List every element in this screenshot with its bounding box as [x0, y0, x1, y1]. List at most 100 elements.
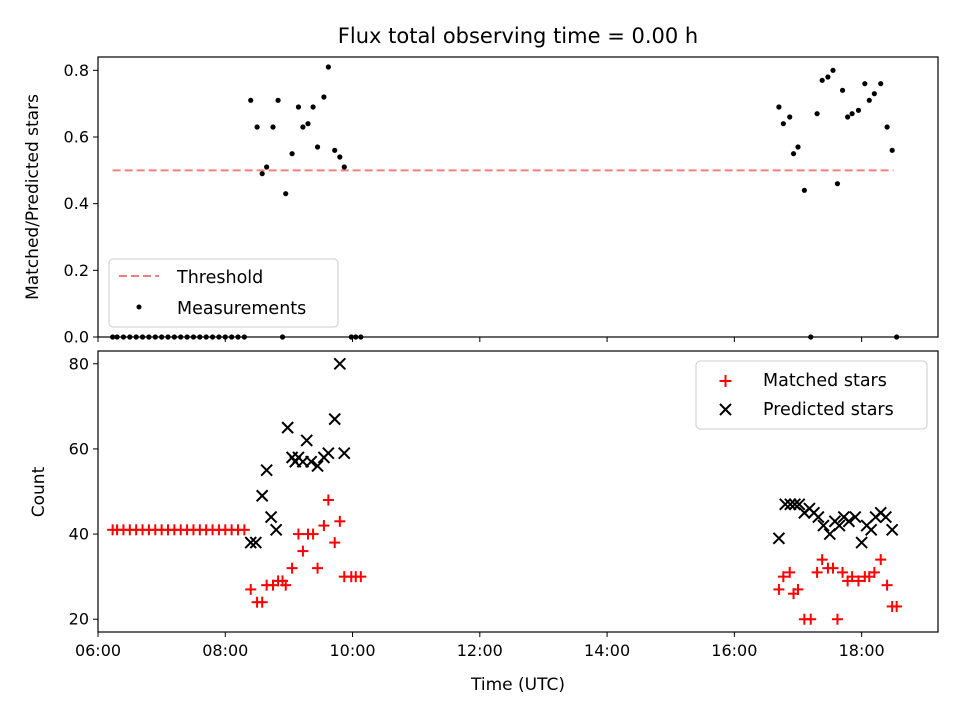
predicted-stars-point	[255, 489, 269, 502]
matched-stars-point	[280, 579, 292, 591]
measurement-point	[889, 147, 895, 153]
matched-stars-point	[852, 575, 864, 587]
top-y-tick-label: 0.8	[64, 61, 89, 80]
measurement-point	[264, 164, 270, 170]
matched-stars-point	[334, 515, 346, 527]
matched-stars-point	[777, 571, 789, 583]
matched-stars-point	[245, 583, 257, 595]
measurement-point	[871, 91, 877, 97]
bottom-x-tick-label: 16:00	[711, 641, 757, 660]
predicted-stars-point	[779, 498, 792, 511]
matched-stars-point	[297, 545, 309, 557]
measurement-point	[283, 191, 289, 197]
predicted-stars-point	[885, 523, 899, 537]
measurement-point	[866, 97, 872, 103]
matched-stars-point	[307, 528, 319, 540]
matched-stars-point	[784, 566, 796, 578]
matched-stars-point	[816, 554, 828, 566]
top-y-ticks: 0.0 0.2 0.4 0.6 0.8	[64, 61, 98, 347]
bottom-panel: 20 40 60 80 06:00 08:00 10:00 12:00 14:00 16:00 1…	[29, 350, 939, 695]
measurement-point	[332, 147, 338, 153]
measurement-point	[830, 67, 836, 73]
matched-stars-point	[827, 562, 839, 574]
bottom-marks	[107, 357, 903, 625]
top-panel: 0.00.20.40.60.8 Matched/Predicted stars …	[23, 56, 939, 347]
measurement-point	[337, 154, 343, 160]
measurement-point	[325, 64, 331, 70]
predicted-stars-point	[311, 459, 324, 473]
predicted-stars-point	[812, 510, 825, 524]
matched-stars-point	[792, 583, 804, 595]
predicted-stars-point	[793, 498, 806, 511]
measurement-point	[776, 104, 782, 110]
matched-stars-point	[891, 600, 903, 612]
predicted-stars-point	[817, 519, 830, 532]
measurement-point	[341, 164, 347, 170]
predicted-stars-point	[249, 536, 263, 549]
measurement-point	[878, 81, 884, 87]
measurement-point	[849, 111, 855, 117]
matched-stars-point	[322, 494, 334, 506]
measurement-point	[839, 87, 846, 93]
matched-stars-point	[318, 520, 330, 532]
bottom-x-tick-label: 08:00	[202, 641, 248, 660]
matched-stars-point	[805, 613, 817, 625]
matched-stars-point	[773, 583, 785, 595]
legend-measurements-swatch	[136, 304, 142, 310]
bottom-y-tick-label: 60	[69, 439, 89, 458]
predicted-stars-point	[322, 446, 335, 460]
legend-predicted-swatch	[719, 403, 732, 416]
predicted-stars-point	[338, 446, 351, 460]
top-legend: Threshold Measurements	[108, 258, 339, 328]
measurement-point	[300, 124, 306, 130]
bottom-legend-box	[695, 360, 928, 430]
bottom-x-tick-label: 18:00	[839, 641, 885, 660]
top-y-tick-label: 0.2	[64, 261, 89, 280]
predicted-stars-point	[855, 536, 868, 549]
chart-title: Flux total observing time = 0.00 h	[338, 24, 698, 48]
measurement-point	[259, 171, 265, 177]
predicted-stars-point	[281, 421, 294, 434]
bottom-x-tick-label: 14:00	[584, 641, 630, 660]
top-y-axis-label: Matched/Predicted stars	[23, 94, 43, 300]
matched-stars-point	[312, 562, 324, 574]
bottom-y-tick-label: 20	[69, 610, 89, 629]
measurement-point	[248, 97, 254, 103]
top-legend-box	[108, 258, 339, 328]
bottom-y-tick-label: 80	[69, 354, 89, 373]
top-panel-frame	[97, 56, 939, 338]
predicted-stars-point	[772, 532, 786, 545]
legend-threshold-label: Threshold	[176, 268, 263, 288]
measurement-point	[305, 121, 311, 127]
bottom-y-axis-label: Count	[29, 466, 49, 517]
measurement-point	[314, 144, 321, 150]
predicted-stars-point	[304, 455, 318, 468]
matched-stars-point	[837, 566, 849, 578]
predicted-stars-point	[784, 498, 797, 511]
bottom-x-tick-label: 06:00	[75, 641, 121, 660]
predicted-stars-point	[864, 523, 878, 537]
legend-predicted-label: Predicted stars	[763, 400, 894, 420]
measurement-point	[780, 121, 786, 127]
bottom-legend: Matched stars Predicted stars	[695, 360, 928, 430]
matched-stars-point	[846, 571, 858, 583]
measurement-point	[845, 114, 851, 120]
matched-stars-point	[329, 537, 341, 549]
bottom-x-tick-label: 10:00	[329, 641, 375, 660]
top-y-tick-label: 0.0	[64, 328, 89, 347]
matched-stars-point	[811, 566, 823, 578]
measurement-point	[795, 144, 801, 150]
bottom-x-ticks: 06:00 08:00 10:00 12:00 14:00 16:00 18:00	[75, 632, 885, 660]
predicted-stars-point	[269, 523, 283, 537]
bottom-panel-frame	[97, 350, 939, 633]
legend-measurements-label: Measurements	[177, 299, 306, 319]
measurement-point	[321, 94, 327, 100]
matched-stars-point	[355, 571, 367, 583]
predicted-stars-point	[264, 510, 278, 524]
measurement-point	[790, 151, 797, 157]
measurement-point	[884, 124, 890, 130]
matched-stars-point	[881, 579, 893, 591]
measurement-point	[289, 151, 295, 157]
